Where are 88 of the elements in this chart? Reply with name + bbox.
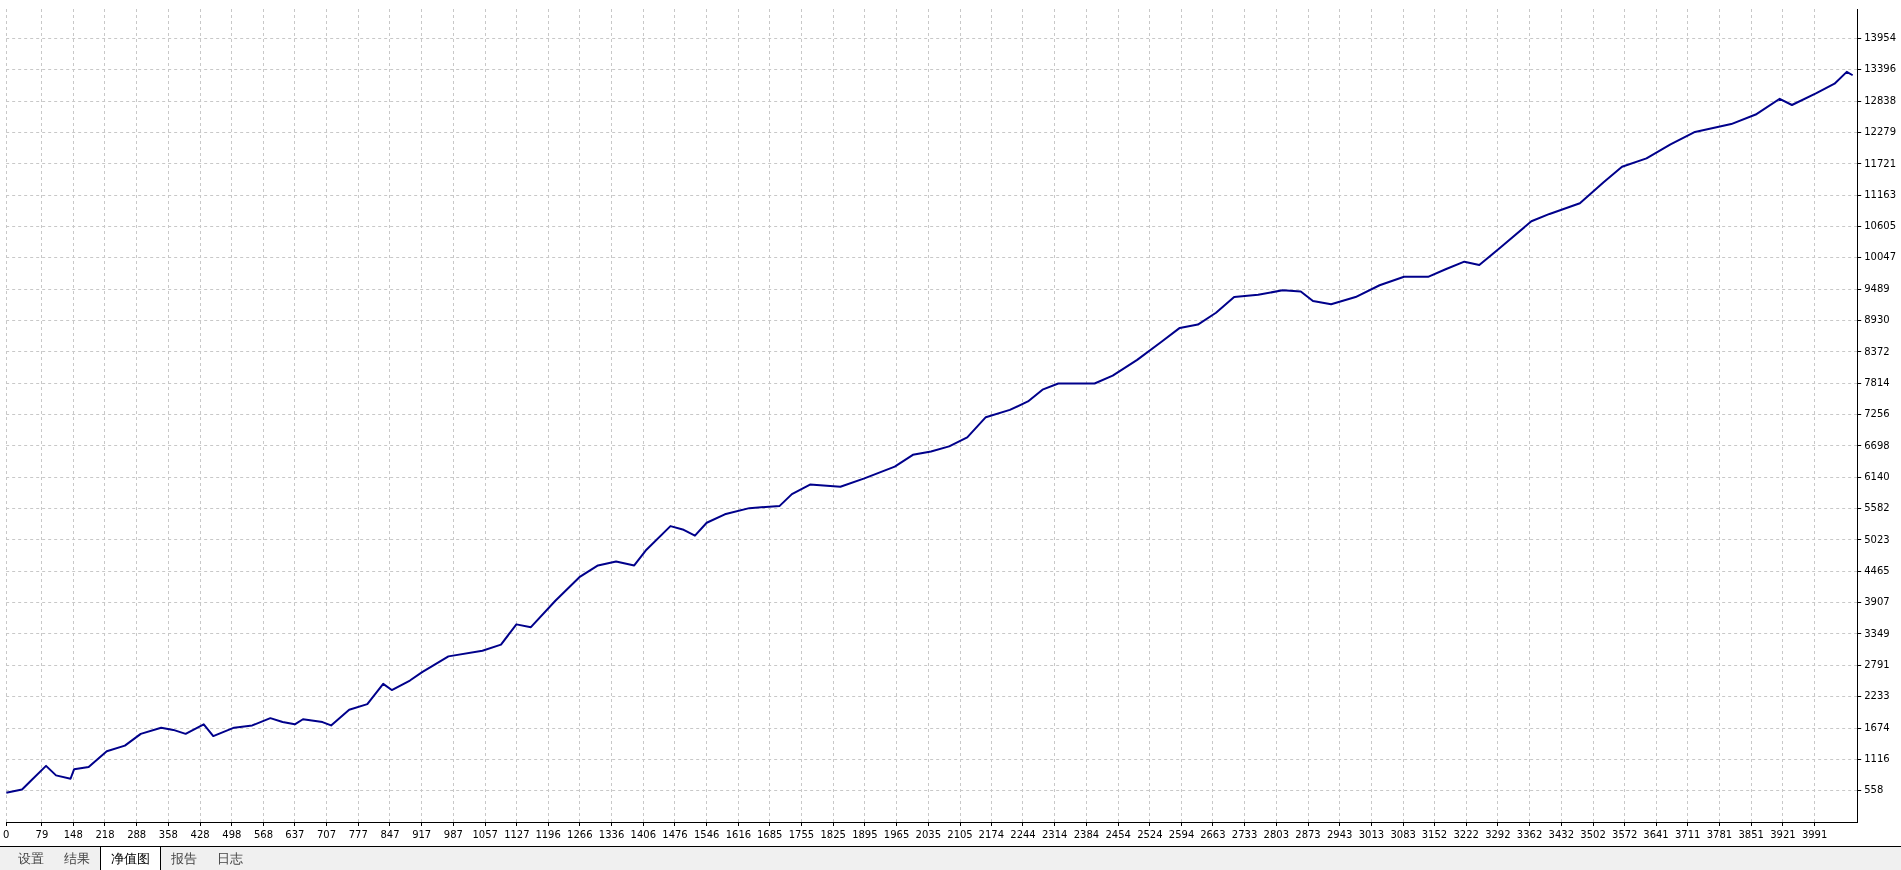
y-tick-label: 11721 xyxy=(1864,157,1896,169)
x-tick-label: 288 xyxy=(127,828,147,840)
x-tick-label: 428 xyxy=(190,828,210,840)
x-tick-label: 498 xyxy=(222,828,242,840)
x-tick-label: 2244 xyxy=(1010,828,1036,840)
x-tick-label: 2174 xyxy=(978,828,1004,840)
x-tick-label: 2943 xyxy=(1327,828,1353,840)
y-tick-label: 3349 xyxy=(1864,627,1890,639)
x-tick-label: 3711 xyxy=(1674,828,1701,840)
text: 结果 xyxy=(63,850,91,868)
y-tick-label: 13954 xyxy=(1864,32,1896,44)
x-tick-label: 3641 xyxy=(1643,828,1669,840)
x-tick-label: 2803 xyxy=(1263,828,1290,840)
x-tick-label: 2314 xyxy=(1041,828,1068,840)
text: 净值图 xyxy=(100,847,161,870)
x-tick-label: 707 xyxy=(316,828,337,840)
x-tick-label: 3781 xyxy=(1706,828,1733,840)
y-tick-label: 8930 xyxy=(1864,314,1890,326)
y-tick-label: 4465 xyxy=(1864,564,1890,576)
x-tick-label: 1266 xyxy=(567,828,593,840)
x-tick-label: 1406 xyxy=(630,828,656,840)
x-tick-label: 3362 xyxy=(1516,828,1543,840)
x-tick-label: 2594 xyxy=(1168,828,1195,840)
y-tick-label: 11163 xyxy=(1864,188,1896,200)
x-tick-label: 3222 xyxy=(1453,828,1479,840)
y-tick-label: 2791 xyxy=(1864,658,1890,670)
x-tick-label: 637 xyxy=(285,828,305,840)
text: 日志 xyxy=(216,850,244,868)
x-tick-label: 1336 xyxy=(598,828,625,840)
x-tick-label: 1057 xyxy=(472,828,498,840)
x-tick-label: 3572 xyxy=(1612,828,1638,840)
y-tick-label: 1116 xyxy=(1864,752,1890,764)
y-tick-label: 10047 xyxy=(1864,251,1896,263)
x-tick-label: 2663 xyxy=(1200,828,1226,840)
x-tick-label: 847 xyxy=(380,828,400,840)
x-tick-label: 3152 xyxy=(1421,828,1448,840)
x-tick-label: 1965 xyxy=(883,828,910,840)
x-tick-label: 568 xyxy=(254,828,274,840)
text: 设置 xyxy=(17,850,45,868)
x-tick-label: 218 xyxy=(95,828,115,840)
x-tick-label: 2035 xyxy=(915,828,942,840)
x-tick-label: 1895 xyxy=(852,828,878,840)
x-tick-label: 3921 xyxy=(1770,828,1796,840)
y-tick-label: 6698 xyxy=(1864,439,1890,451)
x-tick-label: 987 xyxy=(443,828,463,840)
x-tick-label: 1616 xyxy=(725,828,752,840)
y-tick-label: 8372 xyxy=(1864,345,1890,357)
x-tick-label: 1476 xyxy=(662,828,688,840)
x-tick-label: 2454 xyxy=(1105,828,1131,840)
y-tick-label: 12838 xyxy=(1864,94,1896,106)
x-tick-label: 917 xyxy=(412,828,432,840)
x-tick-label: 3292 xyxy=(1485,828,1511,840)
x-tick-label: 148 xyxy=(63,828,83,840)
y-tick-label: 2233 xyxy=(1864,690,1890,702)
x-tick-label: 1196 xyxy=(535,828,561,840)
y-tick-label: 558 xyxy=(1864,784,1884,796)
x-tick-label: 2105 xyxy=(947,828,973,840)
x-tick-label: 3432 xyxy=(1548,828,1575,840)
x-tick-label: 2524 xyxy=(1137,828,1163,840)
y-tick-label: 7256 xyxy=(1864,408,1890,420)
y-tick-label: 6140 xyxy=(1864,470,1890,482)
y-tick-label: 1674 xyxy=(1864,721,1890,733)
x-tick-label: 2733 xyxy=(1231,828,1258,840)
x-tick-label: 358 xyxy=(158,828,178,840)
x-tick-label: 1546 xyxy=(693,828,720,840)
y-tick-label: 12279 xyxy=(1864,126,1896,138)
y-tick-label: 3907 xyxy=(1864,596,1890,608)
x-tick-label: 1685 xyxy=(756,828,783,840)
y-tick-label: 5023 xyxy=(1864,533,1890,545)
x-tick-label: 2873 xyxy=(1295,828,1321,840)
x-tick-label: 2384 xyxy=(1073,828,1100,840)
x-tick-label: 79 xyxy=(35,828,49,840)
x-tick-label: 1127 xyxy=(504,828,530,840)
y-tick-label: 7814 xyxy=(1864,376,1890,388)
x-tick-label: 3851 xyxy=(1738,828,1764,840)
y-tick-label: 5582 xyxy=(1864,502,1890,514)
x-tick-label: 777 xyxy=(348,828,368,840)
x-tick-label: 1755 xyxy=(788,828,815,840)
y-tick-label: 13396 xyxy=(1864,63,1896,75)
x-tick-label: 3083 xyxy=(1390,828,1416,840)
text: 报告 xyxy=(170,850,198,868)
x-tick-label: 1825 xyxy=(820,828,846,840)
y-tick-label: 10605 xyxy=(1864,220,1896,232)
x-tick-label: 3013 xyxy=(1358,828,1385,840)
x-tick-label: 3502 xyxy=(1580,828,1606,840)
y-tick-label: 9489 xyxy=(1864,282,1890,294)
x-tick-label: 0 xyxy=(2,828,10,840)
x-tick-label: 3991 xyxy=(1801,828,1828,840)
